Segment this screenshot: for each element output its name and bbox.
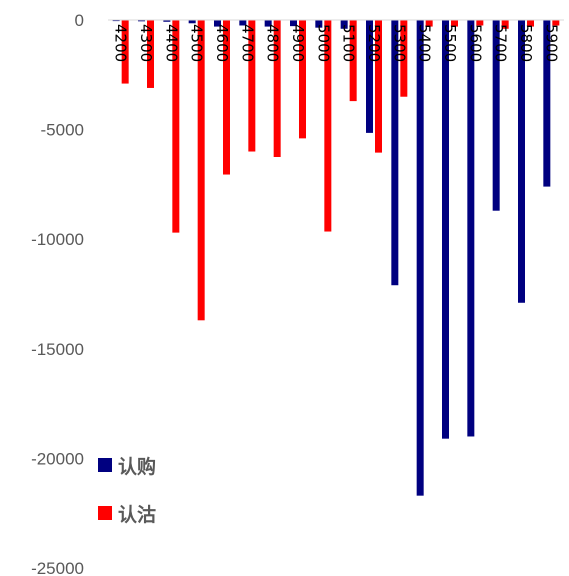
bar-call-5600	[467, 20, 475, 437]
x-tick-label: 5400	[416, 24, 434, 62]
x-tick-label: 4300	[137, 24, 155, 62]
bar-put-4600	[223, 20, 230, 175]
x-tick-label: 4800	[264, 24, 282, 62]
bar-call-5900	[543, 20, 551, 187]
bar-put-4700	[248, 20, 256, 152]
bar-put-4300	[147, 20, 154, 88]
y-tick-label: -15000	[31, 340, 84, 359]
y-tick-label: -25000	[31, 559, 84, 576]
bar-call-4600	[214, 20, 221, 27]
bar-call-4500	[188, 20, 196, 24]
x-tick-label: 5300	[390, 24, 408, 62]
legend-label-put: 认沽	[118, 503, 157, 526]
x-tick-label: 5500	[441, 24, 459, 62]
legend-item-put: 认沽	[98, 500, 156, 526]
bar-put-5700	[501, 20, 509, 29]
bar-call-5400	[416, 20, 424, 496]
legend-item-call: 认购	[98, 452, 156, 478]
bar-call-4800	[264, 20, 272, 27]
bar-put-5900	[552, 20, 560, 26]
bar-put-4800	[273, 20, 281, 157]
x-tick-label: 5800	[517, 24, 535, 62]
bar-put-5000	[324, 20, 332, 232]
x-tick-label: 5100	[340, 24, 358, 62]
bar-call-5700	[492, 20, 500, 211]
legend-label-call: 认购	[118, 455, 157, 478]
bars	[112, 20, 560, 496]
bar-call-5500	[442, 20, 449, 439]
bar-put-5100	[349, 20, 357, 102]
legend: 认购 认沽	[98, 452, 156, 548]
bar-put-5300	[400, 20, 408, 97]
x-tick-label: 5000	[314, 24, 332, 62]
bar-put-4400	[172, 20, 180, 233]
bar-put-5200	[375, 20, 382, 153]
bar-put-5600	[476, 20, 484, 26]
y-axis-ticks: 0 -5000 -10000 -15000 -20000 -25000	[31, 11, 84, 576]
bar-call-4900	[290, 20, 297, 27]
x-tick-label: 4400	[162, 24, 180, 62]
x-tick-label: 4500	[188, 24, 206, 62]
bar-call-4400	[163, 20, 171, 22]
x-tick-label: 5600	[466, 24, 484, 62]
x-tick-label: 4600	[213, 24, 231, 62]
legend-swatch-call	[98, 458, 112, 472]
bar-put-4200	[121, 20, 129, 84]
legend-swatch-put	[98, 506, 112, 520]
x-tick-label: 5900	[542, 24, 560, 62]
bar-call-5800	[518, 20, 525, 303]
x-tick-label: 4700	[238, 24, 256, 62]
bar-put-5400	[425, 20, 433, 27]
bar-put-5800	[527, 20, 534, 27]
bar-put-5500	[451, 20, 458, 27]
bar-call-4200	[112, 20, 120, 22]
x-axis-ticks: 4200 4300 4400 4500 4600 4700 4800 4900 5000 5100…	[112, 24, 561, 62]
bar-call-5100	[340, 20, 348, 29]
bar-put-4900	[299, 20, 306, 139]
x-tick-label: 4200	[112, 24, 130, 62]
bar-call-5200	[366, 20, 373, 133]
x-tick-label: 5200	[365, 24, 383, 62]
x-tick-label: 5700	[492, 24, 510, 62]
x-tick-label: 4900	[289, 24, 307, 62]
bar-call-4700	[239, 20, 247, 26]
y-tick-label: -20000	[31, 449, 84, 468]
bar-call-5300	[391, 20, 399, 286]
bar-call-5000	[315, 20, 323, 28]
y-tick-label: -5000	[41, 121, 84, 140]
y-tick-label: 0	[75, 11, 84, 30]
bar-put-4500	[197, 20, 205, 321]
y-tick-label: -10000	[31, 230, 84, 249]
bar-call-4300	[138, 20, 145, 22]
